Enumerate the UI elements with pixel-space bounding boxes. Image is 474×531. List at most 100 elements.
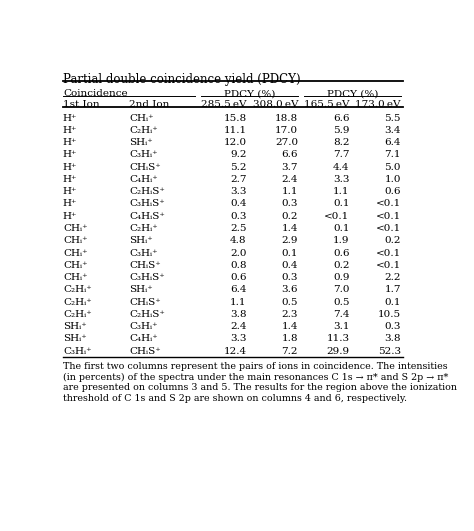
Text: C₂Hᵢ⁺: C₂Hᵢ⁺: [129, 224, 158, 233]
Text: C₃Hᵢ⁺: C₃Hᵢ⁺: [129, 322, 158, 331]
Text: 2.7: 2.7: [230, 175, 246, 184]
Text: C₂Hᵢ⁺: C₂Hᵢ⁺: [63, 310, 91, 319]
Text: 0.5: 0.5: [333, 297, 349, 306]
Text: 2.4: 2.4: [282, 175, 298, 184]
Text: H⁺: H⁺: [63, 114, 77, 123]
Text: 2.5: 2.5: [230, 224, 246, 233]
Text: 5.0: 5.0: [384, 162, 401, 172]
Text: 3.8: 3.8: [230, 310, 246, 319]
Text: 0.6: 0.6: [230, 273, 246, 282]
Text: C₃HᵢS⁺: C₃HᵢS⁺: [129, 200, 165, 209]
Text: 12.4: 12.4: [223, 347, 246, 356]
Text: SHᵢ⁺: SHᵢ⁺: [129, 285, 153, 294]
Text: 6.6: 6.6: [282, 150, 298, 159]
Text: 0.2: 0.2: [282, 212, 298, 221]
Text: SHᵢ⁺: SHᵢ⁺: [129, 236, 153, 245]
Text: CHᵢS⁺: CHᵢS⁺: [129, 162, 161, 172]
Text: H⁺: H⁺: [63, 200, 77, 209]
Text: 0.3: 0.3: [282, 200, 298, 209]
Text: 2.4: 2.4: [230, 322, 246, 331]
Text: PDCY (%): PDCY (%): [327, 89, 378, 98]
Text: 5.2: 5.2: [230, 162, 246, 172]
Text: 0.1: 0.1: [333, 200, 349, 209]
Text: 2.3: 2.3: [282, 310, 298, 319]
Text: 0.1: 0.1: [333, 224, 349, 233]
Text: C₃HᵢS⁺: C₃HᵢS⁺: [129, 273, 165, 282]
Text: 3.7: 3.7: [282, 162, 298, 172]
Text: 0.9: 0.9: [333, 273, 349, 282]
Text: CHᵢ⁺: CHᵢ⁺: [63, 224, 88, 233]
Text: CHᵢS⁺: CHᵢS⁺: [129, 297, 161, 306]
Text: 3.8: 3.8: [384, 335, 401, 344]
Text: 11.3: 11.3: [326, 335, 349, 344]
Text: 1.1: 1.1: [333, 187, 349, 196]
Text: 29.9: 29.9: [326, 347, 349, 356]
Text: C₃Hᵢ⁺: C₃Hᵢ⁺: [63, 347, 91, 356]
Text: The first two columns represent the pairs of ions in coincidence. The intensitie: The first two columns represent the pair…: [63, 362, 457, 402]
Text: C₄HᵢS⁺: C₄HᵢS⁺: [129, 212, 165, 221]
Text: 27.0: 27.0: [275, 138, 298, 147]
Text: C₂HᵢS⁺: C₂HᵢS⁺: [129, 187, 165, 196]
Text: H⁺: H⁺: [63, 162, 77, 172]
Text: 6.4: 6.4: [230, 285, 246, 294]
Text: 6.6: 6.6: [333, 114, 349, 123]
Text: 3.3: 3.3: [230, 335, 246, 344]
Text: 15.8: 15.8: [223, 114, 246, 123]
Text: 6.4: 6.4: [384, 138, 401, 147]
Text: 4.4: 4.4: [333, 162, 349, 172]
Text: C₂Hᵢ⁺: C₂Hᵢ⁺: [63, 297, 91, 306]
Text: 1.1: 1.1: [230, 297, 246, 306]
Text: 2nd Ion: 2nd Ion: [129, 100, 169, 109]
Text: 0.6: 0.6: [384, 187, 401, 196]
Text: CHᵢS⁺: CHᵢS⁺: [129, 261, 161, 270]
Text: 1st Ion: 1st Ion: [63, 100, 100, 109]
Text: 5.9: 5.9: [333, 126, 349, 135]
Text: SHᵢ⁺: SHᵢ⁺: [63, 335, 87, 344]
Text: 1.7: 1.7: [384, 285, 401, 294]
Text: 18.8: 18.8: [275, 114, 298, 123]
Text: H⁺: H⁺: [63, 187, 77, 196]
Text: 0.4: 0.4: [230, 200, 246, 209]
Text: 1.9: 1.9: [333, 236, 349, 245]
Text: 8.2: 8.2: [333, 138, 349, 147]
Text: 1.4: 1.4: [282, 224, 298, 233]
Text: SHᵢ⁺: SHᵢ⁺: [129, 138, 153, 147]
Text: 1.8: 1.8: [282, 335, 298, 344]
Text: 0.8: 0.8: [230, 261, 246, 270]
Text: 0.2: 0.2: [384, 236, 401, 245]
Text: C₂Hᵢ⁺: C₂Hᵢ⁺: [129, 126, 158, 135]
Text: H⁺: H⁺: [63, 126, 77, 135]
Text: 285.5 eV: 285.5 eV: [201, 100, 246, 109]
Text: 1.0: 1.0: [384, 175, 401, 184]
Text: Coincidence: Coincidence: [63, 89, 128, 98]
Text: 0.3: 0.3: [282, 273, 298, 282]
Text: 3.6: 3.6: [282, 285, 298, 294]
Text: <0.1: <0.1: [375, 249, 401, 258]
Text: 1.4: 1.4: [282, 322, 298, 331]
Text: 0.1: 0.1: [282, 249, 298, 258]
Text: <0.1: <0.1: [375, 200, 401, 209]
Text: 3.3: 3.3: [230, 187, 246, 196]
Text: 0.5: 0.5: [282, 297, 298, 306]
Text: PDCY (%): PDCY (%): [224, 89, 275, 98]
Text: H⁺: H⁺: [63, 138, 77, 147]
Text: 0.4: 0.4: [282, 261, 298, 270]
Text: 0.1: 0.1: [384, 297, 401, 306]
Text: 0.3: 0.3: [230, 212, 246, 221]
Text: 7.4: 7.4: [333, 310, 349, 319]
Text: CHᵢ⁺: CHᵢ⁺: [63, 236, 88, 245]
Text: C₃Hᵢ⁺: C₃Hᵢ⁺: [129, 249, 158, 258]
Text: CHᵢ⁺: CHᵢ⁺: [129, 114, 154, 123]
Text: 7.7: 7.7: [333, 150, 349, 159]
Text: 0.3: 0.3: [384, 322, 401, 331]
Text: 2.2: 2.2: [384, 273, 401, 282]
Text: H⁺: H⁺: [63, 212, 77, 221]
Text: 7.2: 7.2: [282, 347, 298, 356]
Text: C₄Hᵢ⁺: C₄Hᵢ⁺: [129, 335, 158, 344]
Text: 10.5: 10.5: [378, 310, 401, 319]
Text: 2.9: 2.9: [282, 236, 298, 245]
Text: 2.0: 2.0: [230, 249, 246, 258]
Text: 0.6: 0.6: [333, 249, 349, 258]
Text: 11.1: 11.1: [223, 126, 246, 135]
Text: 4.8: 4.8: [230, 236, 246, 245]
